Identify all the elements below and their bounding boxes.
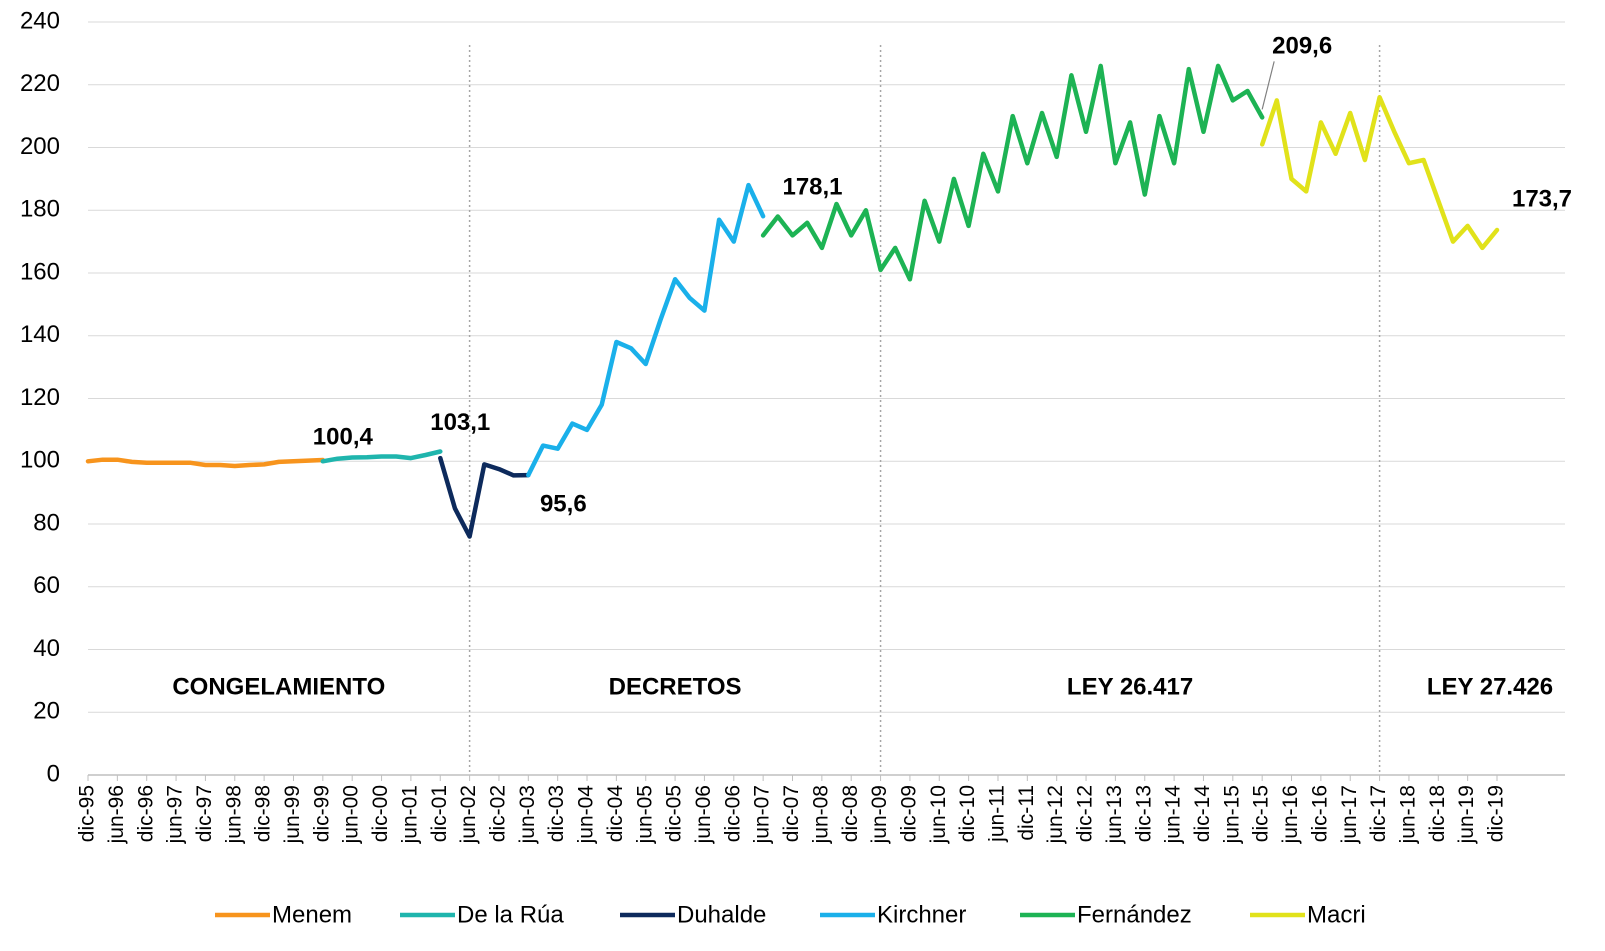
- period-label: DECRETOS: [609, 673, 742, 700]
- x-tick-label: jun-16: [1279, 785, 1302, 844]
- x-tick-label: dic-10: [956, 785, 979, 842]
- series-line: [85, 457, 326, 469]
- series-line: [1259, 95, 1500, 251]
- x-tick-label: jun-96: [105, 785, 128, 844]
- x-tick-label: dic-19: [1485, 785, 1508, 842]
- x-tick-label: dic-98: [252, 785, 275, 842]
- x-tick-label: dic-06: [721, 785, 744, 842]
- x-tick-label: dic-01: [428, 785, 451, 842]
- value-label: 100,4: [313, 423, 374, 450]
- leader-line: [1261, 61, 1275, 110]
- period-label: LEY 26.417: [1067, 673, 1193, 700]
- value-label: 209,6: [1272, 33, 1332, 60]
- x-tick-label: dic-05: [663, 785, 686, 842]
- x-tick-label: jun-02: [457, 785, 480, 844]
- x-tick-label: jun-03: [516, 785, 539, 844]
- x-tick-label: dic-09: [897, 785, 920, 842]
- y-tick-label: 120: [20, 384, 60, 411]
- x-tick-label: jun-12: [1044, 785, 1067, 844]
- x-tick-label: jun-07: [751, 785, 774, 844]
- y-tick-label: 0: [47, 760, 60, 787]
- x-tick-label: jun-10: [927, 785, 950, 844]
- y-tick-label: 80: [33, 509, 60, 536]
- y-tick-label: 180: [20, 196, 60, 223]
- x-tick-label: jun-98: [222, 785, 245, 844]
- x-tick-label: jun-15: [1220, 785, 1243, 844]
- x-tick-label: jun-13: [1103, 785, 1126, 844]
- period-label: LEY 27.426: [1427, 673, 1553, 700]
- y-tick-label: 140: [20, 321, 60, 348]
- series-line: [320, 449, 443, 464]
- x-tick-label: jun-01: [398, 785, 421, 844]
- x-tick-label: dic-14: [1191, 785, 1214, 843]
- x-tick-label: dic-99: [310, 785, 333, 842]
- x-tick-label: jun-04: [575, 785, 598, 845]
- x-tick-label: jun-08: [809, 785, 832, 844]
- x-tick-label: dic-97: [193, 785, 216, 842]
- x-tick-label: dic-17: [1367, 785, 1390, 842]
- y-tick-label: 100: [20, 447, 60, 474]
- x-tick-label: dic-02: [487, 785, 510, 842]
- x-tick-label: jun-00: [340, 785, 363, 844]
- x-tick-label: dic-08: [839, 785, 862, 842]
- value-label: 178,1: [782, 174, 842, 201]
- x-tick-label: dic-07: [780, 785, 803, 842]
- x-tick-label: jun-97: [164, 785, 187, 844]
- legend-label: Kirchner: [877, 901, 966, 928]
- x-tick-label: dic-95: [76, 785, 99, 842]
- y-tick-label: 240: [20, 7, 60, 34]
- legend-label: Duhalde: [677, 901, 766, 928]
- legend-label: Fernández: [1077, 901, 1192, 928]
- x-tick-label: jun-06: [692, 785, 715, 844]
- y-tick-label: 40: [33, 635, 60, 662]
- x-tick-label: jun-19: [1455, 785, 1478, 844]
- series-line: [760, 63, 1265, 282]
- value-label: 95,6: [540, 490, 587, 517]
- x-tick-label: dic-12: [1074, 785, 1097, 842]
- x-tick-label: jun-05: [633, 785, 656, 844]
- x-tick-label: jun-18: [1396, 785, 1419, 844]
- x-tick-label: dic-16: [1308, 785, 1331, 842]
- x-tick-label: dic-13: [1132, 785, 1155, 842]
- x-tick-label: dic-00: [369, 785, 392, 842]
- series-line: [438, 455, 531, 539]
- x-tick-label: dic-11: [1015, 785, 1038, 841]
- legend-label: Menem: [272, 901, 352, 928]
- value-label: 103,1: [430, 409, 490, 436]
- x-tick-label: dic-15: [1250, 785, 1273, 842]
- x-tick-label: jun-17: [1338, 785, 1361, 844]
- x-tick-label: jun-14: [1162, 785, 1185, 845]
- y-tick-label: 20: [33, 698, 60, 725]
- x-tick-label: jun-09: [868, 785, 891, 844]
- x-tick-label: jun-99: [281, 785, 304, 844]
- x-tick-label: jun-11: [986, 785, 1009, 843]
- x-tick-label: dic-18: [1426, 785, 1449, 842]
- x-tick-label: dic-04: [604, 785, 627, 843]
- y-tick-label: 200: [20, 133, 60, 160]
- series-line: [526, 182, 766, 478]
- x-tick-label: dic-03: [545, 785, 568, 842]
- y-tick-label: 160: [20, 258, 60, 285]
- x-tick-label: dic-96: [134, 785, 157, 842]
- legend-label: De la Rúa: [457, 901, 564, 928]
- value-label: 173,7: [1512, 185, 1572, 212]
- period-label: CONGELAMIENTO: [172, 673, 385, 700]
- legend-label: Macri: [1307, 901, 1366, 928]
- y-tick-label: 60: [33, 572, 60, 599]
- y-tick-label: 220: [20, 70, 60, 97]
